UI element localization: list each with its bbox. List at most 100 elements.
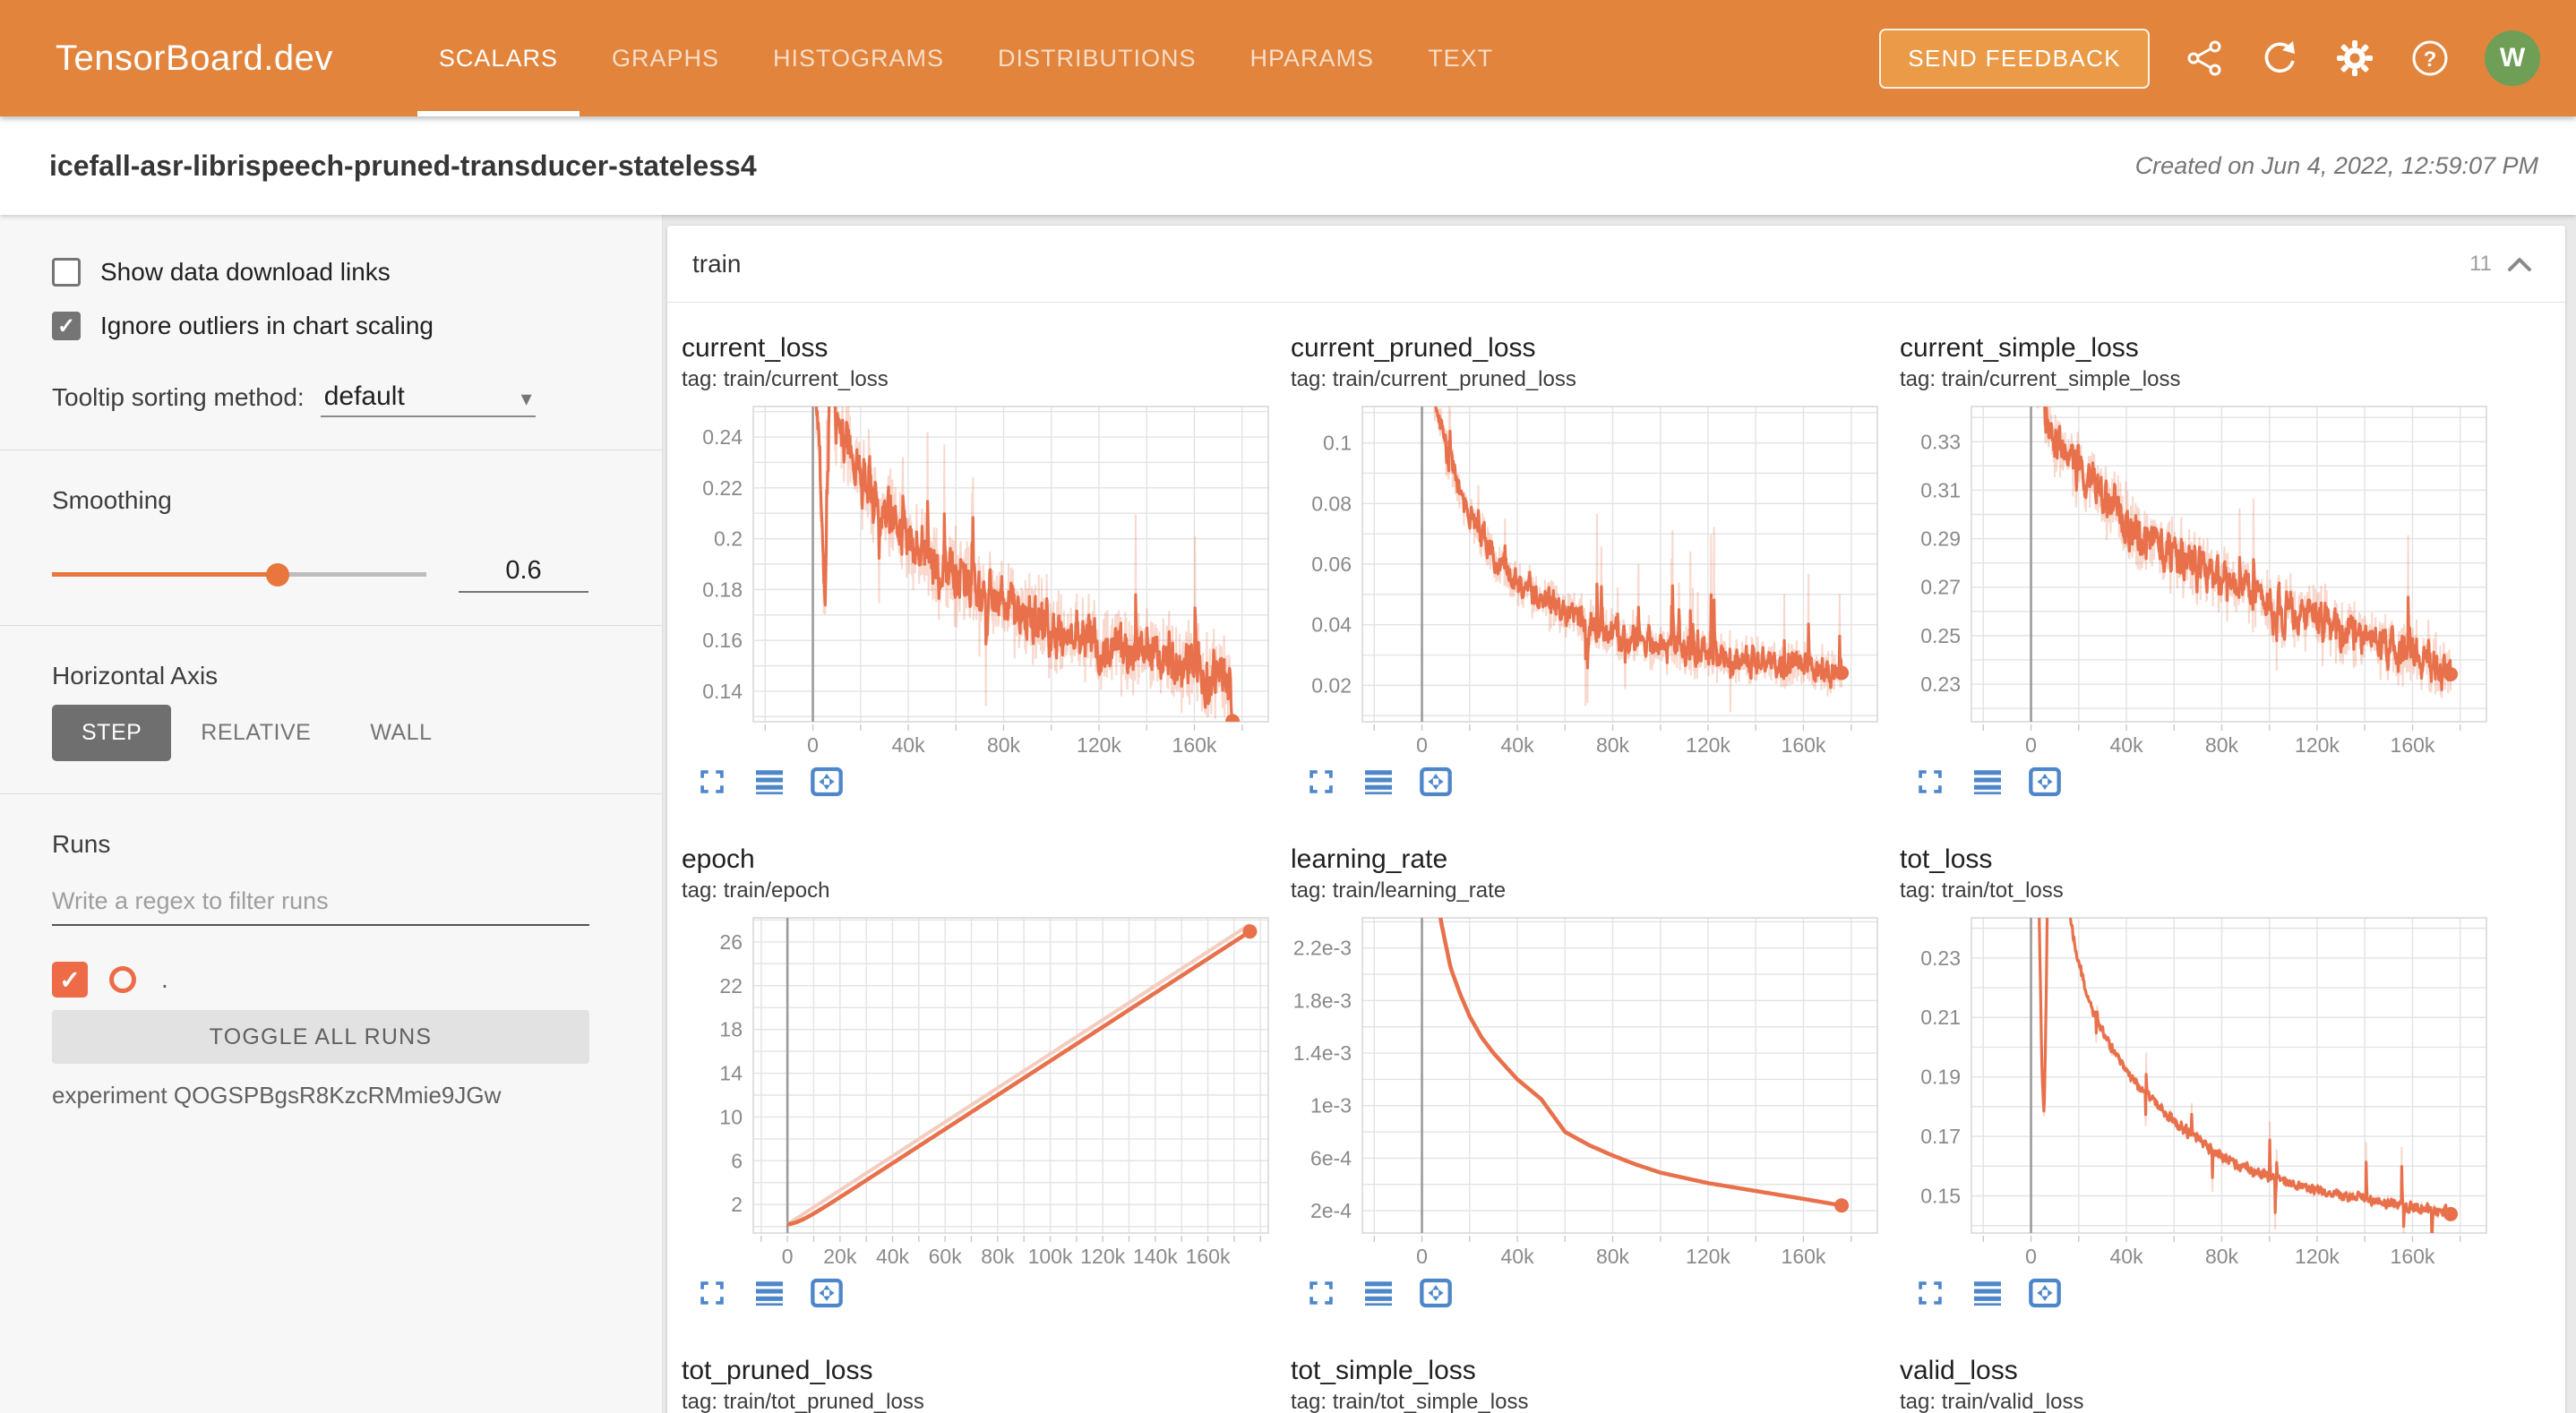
chart-actions <box>1291 1275 1882 1311</box>
svg-text:120k: 120k <box>1686 1245 1730 1268</box>
svg-text:22: 22 <box>719 974 743 998</box>
fit-domain-icon[interactable] <box>2027 1275 2063 1311</box>
svg-text:2e-4: 2e-4 <box>1310 1199 1352 1222</box>
axis-step-button[interactable]: STEP <box>52 705 172 761</box>
help-icon[interactable]: ? <box>2409 38 2451 79</box>
experiment-titlebar: icefall-asr-librispeech-pruned-transduce… <box>0 116 2576 215</box>
tab-label: TEXT <box>1428 44 1494 72</box>
checkbox-unchecked[interactable] <box>52 258 81 287</box>
svg-text:6e-4: 6e-4 <box>1310 1146 1352 1169</box>
data-table-icon[interactable] <box>1361 1275 1396 1311</box>
svg-text:80k: 80k <box>2205 733 2239 757</box>
data-table-icon[interactable] <box>1970 764 2005 800</box>
train-section-header[interactable]: train 11 <box>667 226 2565 303</box>
tooltip-sorting-row: Tooltip sorting method: default ▾ <box>52 381 588 417</box>
train-section-card: train 11 current_loss tag: train/current… <box>667 226 2565 1413</box>
svg-text:0.25: 0.25 <box>1920 624 1961 647</box>
fit-domain-icon[interactable] <box>1418 1275 1454 1311</box>
chart-plot[interactable]: 0 40k 80k 120k 160k 0.23 0.21 0.19 0.17 0.15 <box>1900 916 2491 1270</box>
chart-card-current_loss: current_loss tag: train/current_loss 0 40… <box>682 333 1273 800</box>
run-name: . <box>161 965 168 993</box>
experiment-id: experiment QOGSPBgsR8KzcRMmie9JGw <box>52 1082 502 1109</box>
created-timestamp: Created on Jun 4, 2022, 12:59:07 PM <box>2134 151 2538 179</box>
expand-chart-icon[interactable] <box>1303 764 1339 800</box>
svg-text:14: 14 <box>719 1062 743 1085</box>
tab-scalars[interactable]: SCALARS <box>412 0 585 116</box>
data-table-icon[interactable] <box>751 1275 787 1311</box>
axis-wall-button[interactable]: WALL <box>370 720 433 745</box>
settings-icon[interactable] <box>2334 38 2375 79</box>
collapse-chevron-icon[interactable] <box>2506 255 2533 273</box>
fit-domain-icon[interactable] <box>2027 764 2063 800</box>
chart-plot[interactable]: 0 40k 80k 120k 160k 0.33 0.31 0.29 0.27 0.25 0.23 <box>1900 405 2491 758</box>
svg-text:80k: 80k <box>987 733 1021 757</box>
smoothing-value-field[interactable]: 0.6 <box>459 556 588 593</box>
svg-text:0.19: 0.19 <box>1920 1066 1961 1089</box>
svg-text:140k: 140k <box>1133 1245 1178 1268</box>
chart-card-current_pruned_loss: current_pruned_loss tag: train/current_p… <box>1291 333 1882 800</box>
svg-text:160k: 160k <box>1172 733 1217 757</box>
run-checkbox-checked[interactable]: ✓ <box>52 962 88 998</box>
smoothing-control: 0.6 <box>52 556 588 593</box>
chart-title: tot_loss <box>1900 844 1993 874</box>
tab-graphs[interactable]: GRAPHS <box>585 0 746 116</box>
svg-text:10: 10 <box>719 1105 743 1128</box>
chart-title: current_loss <box>682 333 829 363</box>
section-chart-count: 11 <box>2469 251 2492 276</box>
send-feedback-button[interactable]: SEND FEEDBACK <box>1879 28 2150 89</box>
svg-text:0.1: 0.1 <box>1323 432 1352 455</box>
svg-text:0.31: 0.31 <box>1920 478 1961 501</box>
chart-tag: tag: train/valid_loss <box>1900 1390 2084 1413</box>
expand-chart-icon[interactable] <box>1912 1275 1948 1311</box>
data-table-icon[interactable] <box>1970 1275 2005 1311</box>
fit-domain-icon[interactable] <box>809 1275 845 1311</box>
chart-plot[interactable]: 0 40k 80k 120k 160k 0.24 0.22 0.2 0.18 0.16 0.14 <box>682 405 1273 758</box>
refresh-icon[interactable] <box>2259 38 2300 79</box>
show-download-links-checkbox[interactable]: Show data download links <box>52 253 588 292</box>
expand-chart-icon[interactable] <box>1912 764 1948 800</box>
main-area: train 11 current_loss tag: train/current… <box>663 215 2576 1413</box>
slider-thumb[interactable] <box>266 562 289 587</box>
chart-card-current_simple_loss: current_simple_loss tag: train/current_s… <box>1900 333 2491 800</box>
chart-plot[interactable]: 0 20k 40k 60k 80k 100k 120k 140k 160k26101418222… <box>682 916 1273 1270</box>
tooltip-sorting-dropdown[interactable]: default ▾ <box>320 381 536 417</box>
tab-distributions[interactable]: DISTRIBUTIONS <box>971 0 1224 116</box>
svg-text:60k: 60k <box>929 1245 963 1268</box>
svg-text:40k: 40k <box>891 733 925 757</box>
axis-relative-button[interactable]: RELATIVE <box>201 720 312 745</box>
expand-chart-icon[interactable] <box>694 1275 730 1311</box>
chart-plot[interactable]: 0 40k 80k 120k 160k 0.1 0.08 0.06 0.04 0.02 <box>1291 405 1882 758</box>
toggle-all-runs-button[interactable]: TOGGLE ALL RUNS <box>52 1010 589 1064</box>
share-icon[interactable] <box>2184 38 2225 79</box>
smoothing-label: Smoothing <box>52 486 172 514</box>
avatar[interactable]: W <box>2485 30 2540 86</box>
data-table-icon[interactable] <box>1361 764 1396 800</box>
svg-text:0.18: 0.18 <box>702 578 743 601</box>
tab-text[interactable]: TEXT <box>1401 0 1520 116</box>
expand-chart-icon[interactable] <box>694 764 730 800</box>
checkbox-checked[interactable]: ✓ <box>52 312 81 340</box>
ignore-outliers-checkbox[interactable]: ✓ Ignore outliers in chart scaling <box>52 306 588 346</box>
fit-domain-icon[interactable] <box>1418 764 1454 800</box>
expand-chart-icon[interactable] <box>1303 1275 1339 1311</box>
svg-text:0.21: 0.21 <box>1920 1006 1961 1029</box>
smoothing-slider[interactable] <box>52 562 426 587</box>
chart-card-tot_simple_loss: tot_simple_loss tag: train/tot_simple_lo… <box>1291 1356 1882 1413</box>
chevron-down-icon: ▾ <box>520 387 532 411</box>
chart-tag: tag: train/tot_loss <box>1900 878 2064 903</box>
svg-text:0.04: 0.04 <box>1311 613 1352 637</box>
svg-text:0.23: 0.23 <box>1920 672 1961 696</box>
svg-text:0.22: 0.22 <box>702 476 743 500</box>
svg-text:120k: 120k <box>1686 733 1730 757</box>
dropdown-value: default <box>323 381 405 411</box>
tab-hparams[interactable]: HPARAMS <box>1224 0 1402 116</box>
svg-text:1.8e-3: 1.8e-3 <box>1293 989 1352 1012</box>
runs-filter-input[interactable]: Write a regex to filter runs <box>52 887 589 926</box>
runs-filter-placeholder: Write a regex to filter runs <box>52 887 589 926</box>
fit-domain-icon[interactable] <box>809 764 845 800</box>
data-table-icon[interactable] <box>751 764 787 800</box>
tab-histograms[interactable]: HISTOGRAMS <box>746 0 971 116</box>
chart-plot[interactable]: 0 40k 80k 120k 160k 2.2e-3 1.8e-3 1.4e-3 1e-3 6e-… <box>1291 916 1882 1270</box>
chart-title: tot_pruned_loss <box>682 1356 873 1385</box>
run-color-swatch[interactable] <box>109 966 136 993</box>
